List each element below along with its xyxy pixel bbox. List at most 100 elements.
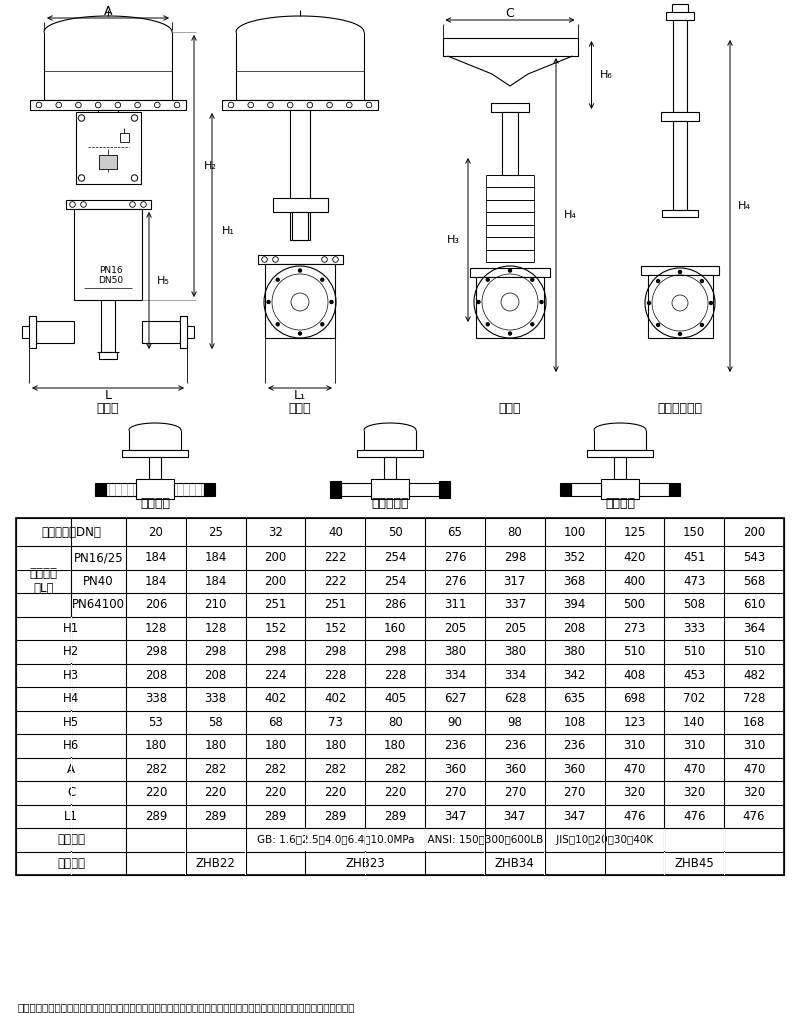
- Bar: [99, 155, 117, 169]
- Bar: [357, 450, 423, 457]
- Text: 160: 160: [384, 622, 406, 635]
- Bar: [245, 852, 246, 874]
- Text: 289: 289: [324, 809, 346, 823]
- Circle shape: [320, 322, 325, 326]
- Text: 20: 20: [149, 526, 163, 539]
- Text: 380: 380: [504, 645, 526, 658]
- Bar: [70, 758, 71, 780]
- Bar: [371, 479, 409, 499]
- Text: 402: 402: [264, 692, 286, 705]
- Text: 251: 251: [264, 599, 286, 611]
- Circle shape: [141, 202, 146, 208]
- Circle shape: [539, 300, 544, 304]
- Text: 高温型: 高温型: [498, 401, 522, 414]
- Circle shape: [646, 301, 651, 305]
- Circle shape: [131, 114, 138, 122]
- Circle shape: [70, 202, 75, 208]
- Bar: [409, 482, 439, 495]
- Text: 360: 360: [563, 763, 586, 776]
- Text: 123: 123: [623, 716, 646, 728]
- Circle shape: [266, 300, 270, 304]
- Text: 347: 347: [563, 809, 586, 823]
- Circle shape: [508, 331, 512, 335]
- Circle shape: [530, 278, 534, 282]
- Bar: [180, 316, 187, 348]
- Text: 220: 220: [324, 786, 346, 799]
- Text: 184: 184: [145, 551, 167, 564]
- Text: 510: 510: [623, 645, 646, 658]
- Text: 208: 208: [563, 622, 586, 635]
- Bar: [664, 829, 665, 851]
- Text: 270: 270: [504, 786, 526, 799]
- Bar: [544, 852, 546, 874]
- Text: DN50: DN50: [98, 276, 123, 285]
- Bar: [341, 482, 371, 495]
- Circle shape: [174, 102, 180, 107]
- Text: 298: 298: [264, 645, 286, 658]
- Text: 254: 254: [384, 574, 406, 588]
- Text: 476: 476: [683, 809, 706, 823]
- Text: 228: 228: [324, 669, 346, 682]
- Text: 510: 510: [683, 645, 706, 658]
- Text: 394: 394: [563, 599, 586, 611]
- Text: 220: 220: [264, 786, 286, 799]
- Text: 270: 270: [444, 786, 466, 799]
- Text: 337: 337: [504, 599, 526, 611]
- Circle shape: [154, 102, 160, 107]
- Text: 360: 360: [504, 763, 526, 776]
- Circle shape: [486, 322, 490, 326]
- Text: 500: 500: [623, 599, 646, 611]
- Bar: [442, 38, 578, 56]
- Bar: [120, 134, 129, 142]
- Bar: [70, 734, 71, 757]
- Bar: [571, 482, 601, 495]
- Text: 276: 276: [444, 551, 466, 564]
- Text: 108: 108: [563, 716, 586, 728]
- Bar: [70, 829, 71, 851]
- Text: 208: 208: [145, 669, 167, 682]
- Text: 220: 220: [205, 786, 227, 799]
- Circle shape: [262, 256, 267, 262]
- Text: PN16: PN16: [99, 265, 123, 275]
- Text: GB: 1.6、2.5、4.0、6.4、10.0MPa    ANSI: 150、300、600LB    JIS：10、20、30、40K: GB: 1.6、2.5、4.0、6.4、10.0MPa ANSI: 150、30…: [257, 835, 653, 845]
- Text: 224: 224: [264, 669, 286, 682]
- Text: 184: 184: [145, 574, 167, 588]
- Text: 常温型: 常温型: [97, 401, 119, 414]
- Circle shape: [320, 278, 325, 282]
- Bar: [36, 321, 74, 343]
- Text: 347: 347: [444, 809, 466, 823]
- Text: 25: 25: [208, 526, 223, 539]
- Text: 执行机构: 执行机构: [57, 857, 85, 870]
- Text: 53: 53: [149, 716, 163, 728]
- Bar: [425, 829, 426, 851]
- Bar: [29, 316, 36, 348]
- Bar: [265, 264, 335, 338]
- Circle shape: [678, 332, 682, 336]
- Text: 543: 543: [743, 551, 766, 564]
- Text: 728: 728: [743, 692, 766, 705]
- Text: H4: H4: [63, 692, 79, 705]
- Text: 常温型: 常温型: [289, 401, 311, 414]
- Text: 473: 473: [683, 574, 706, 588]
- Text: H₄: H₄: [564, 210, 577, 220]
- Text: 453: 453: [683, 669, 706, 682]
- Text: 610: 610: [743, 599, 766, 611]
- Text: 压力等级: 压力等级: [57, 834, 85, 846]
- Text: 螺纹连接: 螺纹连接: [140, 496, 170, 510]
- Text: 310: 310: [623, 739, 646, 753]
- Text: 333: 333: [683, 622, 706, 635]
- Text: H₃: H₃: [447, 235, 460, 245]
- Text: H₂: H₂: [204, 161, 217, 171]
- Text: 273: 273: [623, 622, 646, 635]
- Bar: [99, 352, 117, 359]
- Text: ZHB34: ZHB34: [495, 857, 534, 870]
- Text: ZHB45: ZHB45: [674, 857, 714, 870]
- Text: 451: 451: [683, 551, 706, 564]
- Text: L1: L1: [64, 809, 78, 823]
- Bar: [491, 103, 529, 112]
- Text: ZHB22: ZHB22: [196, 857, 236, 870]
- Text: ZHB23: ZHB23: [346, 857, 385, 870]
- Text: 205: 205: [504, 622, 526, 635]
- Bar: [70, 805, 71, 828]
- Text: H1: H1: [63, 622, 79, 635]
